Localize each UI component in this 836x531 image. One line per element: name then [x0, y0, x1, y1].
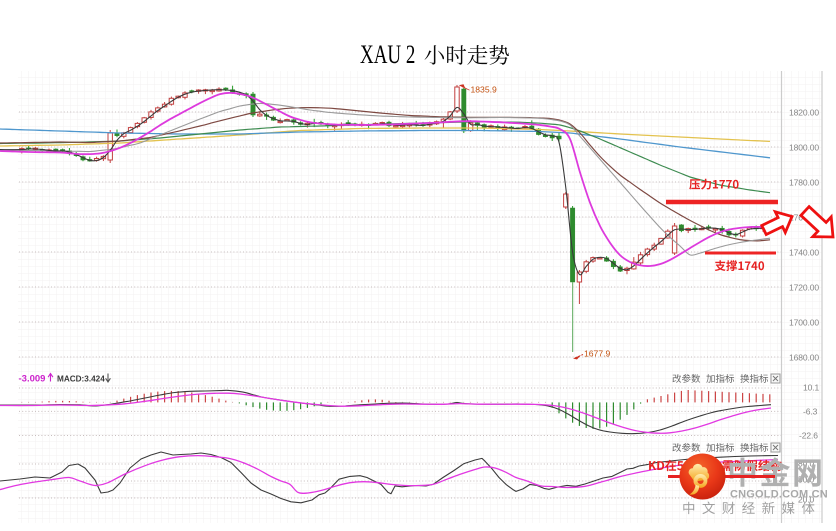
svg-text:1680.00: 1680.00 [789, 353, 819, 363]
svg-text:1700.00: 1700.00 [789, 318, 819, 328]
svg-text:1780.00: 1780.00 [789, 178, 819, 188]
svg-text:CNGOLD.COM.CN: CNGOLD.COM.CN [730, 489, 828, 501]
svg-text:1820.00: 1820.00 [789, 108, 819, 118]
svg-text:1677.9: 1677.9 [584, 349, 611, 359]
svg-text:80.0: 80.0 [798, 459, 815, 469]
svg-text:MACD:3.424: MACD:3.424 [57, 375, 105, 384]
svg-text:1740.00: 1740.00 [789, 248, 819, 258]
svg-text:1835.9: 1835.9 [471, 85, 498, 95]
svg-text:XAU 2: XAU 2 [360, 40, 415, 69]
svg-text:10.1: 10.1 [803, 383, 820, 393]
svg-text:-3.009: -3.009 [19, 374, 46, 385]
svg-text:20.0: 20.0 [798, 495, 815, 505]
svg-text:-22.6: -22.6 [799, 431, 818, 441]
svg-text:1720.00: 1720.00 [789, 283, 819, 293]
svg-text:-6.3: -6.3 [803, 407, 818, 417]
svg-text:1800.00: 1800.00 [789, 143, 819, 153]
svg-text:50.0: 50.0 [798, 475, 815, 485]
